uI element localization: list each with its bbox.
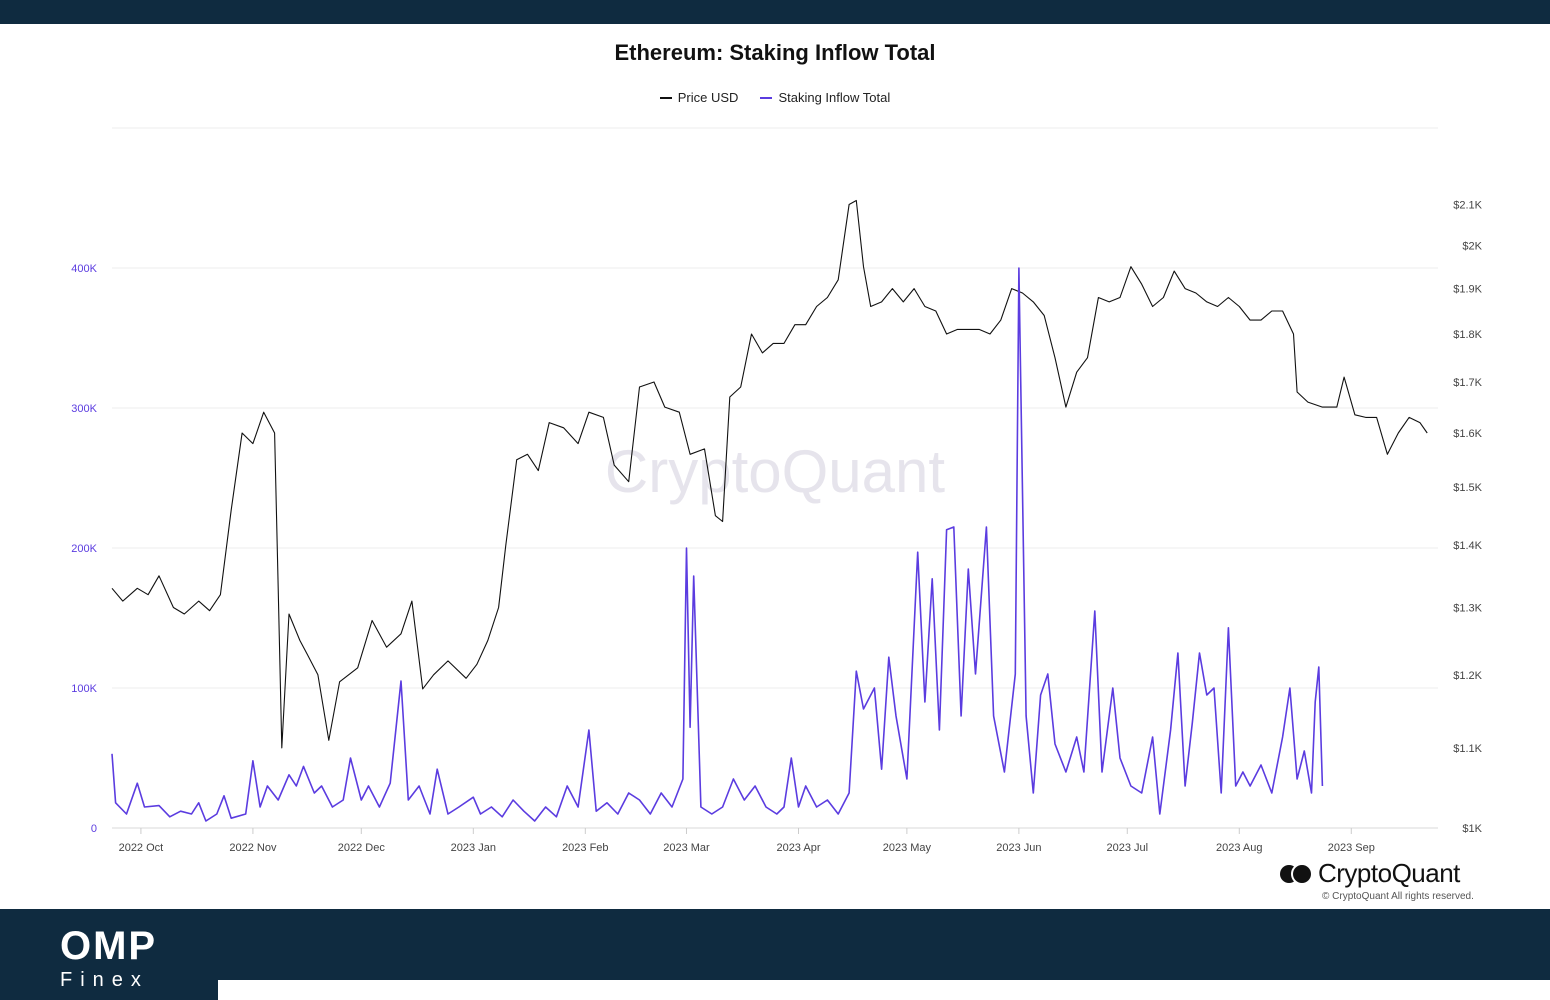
right-tick-label: $1K [1462,823,1482,835]
x-tick-label: 2023 Jul [1106,842,1148,854]
top-bar [0,0,1550,24]
x-tick-label: 2022 Oct [119,842,164,854]
x-tick-label: 2023 Jan [451,842,496,854]
x-tick-label: 2023 Sep [1328,842,1375,854]
series-line-price [111,199,1428,749]
right-tick-label: $1.9K [1453,284,1482,296]
x-axis: 2022 Oct 2022 Nov 2022 Dec 2023 Jan 2023 Feb… [119,828,1375,854]
left-tick-label: 100K [71,683,97,695]
right-tick-label: $1.4K [1453,540,1482,552]
series-line-staking-inflow [111,267,1324,822]
left-axis: 0 100K 200K 300K 400K [71,263,97,835]
right-tick-label: $1.1K [1453,743,1482,755]
bottom-white-strip [218,980,1550,1000]
right-tick-label: $1.5K [1453,482,1482,494]
x-tick-label: 2023 Feb [562,842,608,854]
omp-finex-logo: OMP Finex [60,926,157,992]
right-tick-label: $1.2K [1453,670,1482,682]
omp-logo-main: OMP [60,924,158,968]
right-tick-label: $1.7K [1453,377,1482,389]
right-tick-label: $2.1K [1453,199,1482,211]
cryptoquant-logo: CryptoQuant [1280,858,1460,889]
cryptoquant-brand-name: CryptoQuant [1318,858,1460,888]
x-tick-label: 2023 Aug [1216,842,1263,854]
right-tick-label: $1.6K [1453,428,1482,440]
legend-swatch-staking [760,96,773,99]
left-tick-label: 400K [71,263,97,275]
left-tick-label: 0 [91,823,97,835]
chart-title: Ethereum: Staking Inflow Total [614,40,936,65]
cryptoquant-mark-icon [1280,862,1313,885]
x-tick-label: 2023 Jun [996,842,1041,854]
chart-legend: Price USD Staking Inflow Total [0,90,1550,105]
legend-label-staking: Staking Inflow Total [778,90,891,105]
legend-label-price: Price USD [677,90,739,105]
left-tick-label: 200K [71,543,97,555]
x-tick-label: 2022 Nov [229,842,277,854]
omp-logo-sub: Finex [60,969,149,991]
legend-item-staking[interactable]: Staking Inflow Total [760,90,890,105]
legend-item-price[interactable]: Price USD [659,90,739,105]
right-axis: $1K $1.1K $1.2K $1.3K $1.4K $1.5K $1.6K $1.7K $1… [1453,199,1482,835]
right-tick-label: $1.8K [1453,329,1482,341]
x-tick-label: 2023 Apr [776,842,820,854]
legend-swatch-price [659,96,672,99]
right-tick-label: $2K [1462,240,1482,252]
series-layer [111,199,1428,822]
left-tick-label: 300K [71,403,97,415]
x-tick-label: 2023 May [883,842,932,854]
grid-lines [112,127,1438,829]
copyright: © CryptoQuant All rights reserved. [1322,891,1474,902]
x-tick-label: 2022 Dec [338,842,386,854]
x-tick-label: 2023 Mar [663,842,710,854]
watermark: CryptoQuant [605,438,945,505]
right-tick-label: $1.3K [1453,603,1482,615]
